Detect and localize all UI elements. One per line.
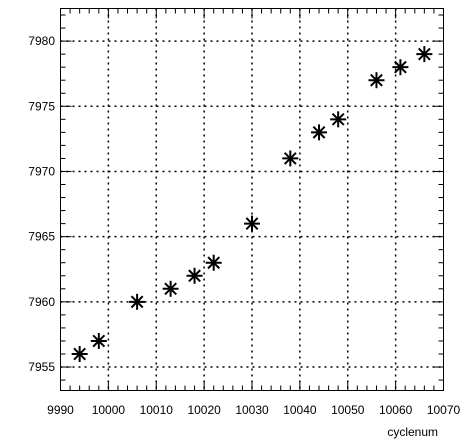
- plot-frame: [60, 8, 444, 391]
- data-point: [90, 332, 107, 349]
- data-point: [282, 150, 299, 167]
- grid-lines: [60, 8, 444, 391]
- x-tick-label: 10070: [427, 403, 461, 417]
- data-point: [162, 280, 179, 297]
- data-point: [129, 293, 146, 310]
- y-tick-label: 7975: [28, 99, 55, 113]
- y-tick-label: 7955: [28, 360, 55, 374]
- data-point: [392, 59, 409, 76]
- x-tick-label: 10060: [379, 403, 413, 417]
- data-point: [368, 72, 385, 89]
- x-axis-title: cyclenum: [387, 425, 438, 439]
- data-point: [71, 345, 88, 362]
- y-tick-label: 7980: [28, 34, 55, 48]
- data-point: [311, 124, 328, 141]
- y-axis-tick-labels: 7955 7960 7965 7970 7975 7980: [28, 34, 55, 374]
- x-tick-label: 10010: [140, 403, 174, 417]
- data-point: [244, 215, 260, 232]
- y-tick-label: 7970: [28, 164, 55, 178]
- x-tick-label: 10000: [92, 403, 126, 417]
- data-point: [416, 46, 433, 63]
- x-axis-tick-labels: 9990 10000 10010 10020 10030 10040 10050 10060 1…: [47, 403, 460, 417]
- data-points: [71, 46, 433, 362]
- y-tick-label: 7965: [28, 230, 55, 244]
- x-tick-label: 9990: [47, 403, 74, 417]
- x-tick-label: 10050: [331, 403, 365, 417]
- x-tick-label: 10040: [283, 403, 317, 417]
- data-point: [330, 111, 347, 128]
- x-tick-label: 10020: [187, 403, 221, 417]
- data-point: [186, 267, 203, 284]
- data-point: [205, 254, 222, 271]
- y-tick-label: 7960: [28, 295, 55, 309]
- x-tick-label: 10030: [235, 403, 269, 417]
